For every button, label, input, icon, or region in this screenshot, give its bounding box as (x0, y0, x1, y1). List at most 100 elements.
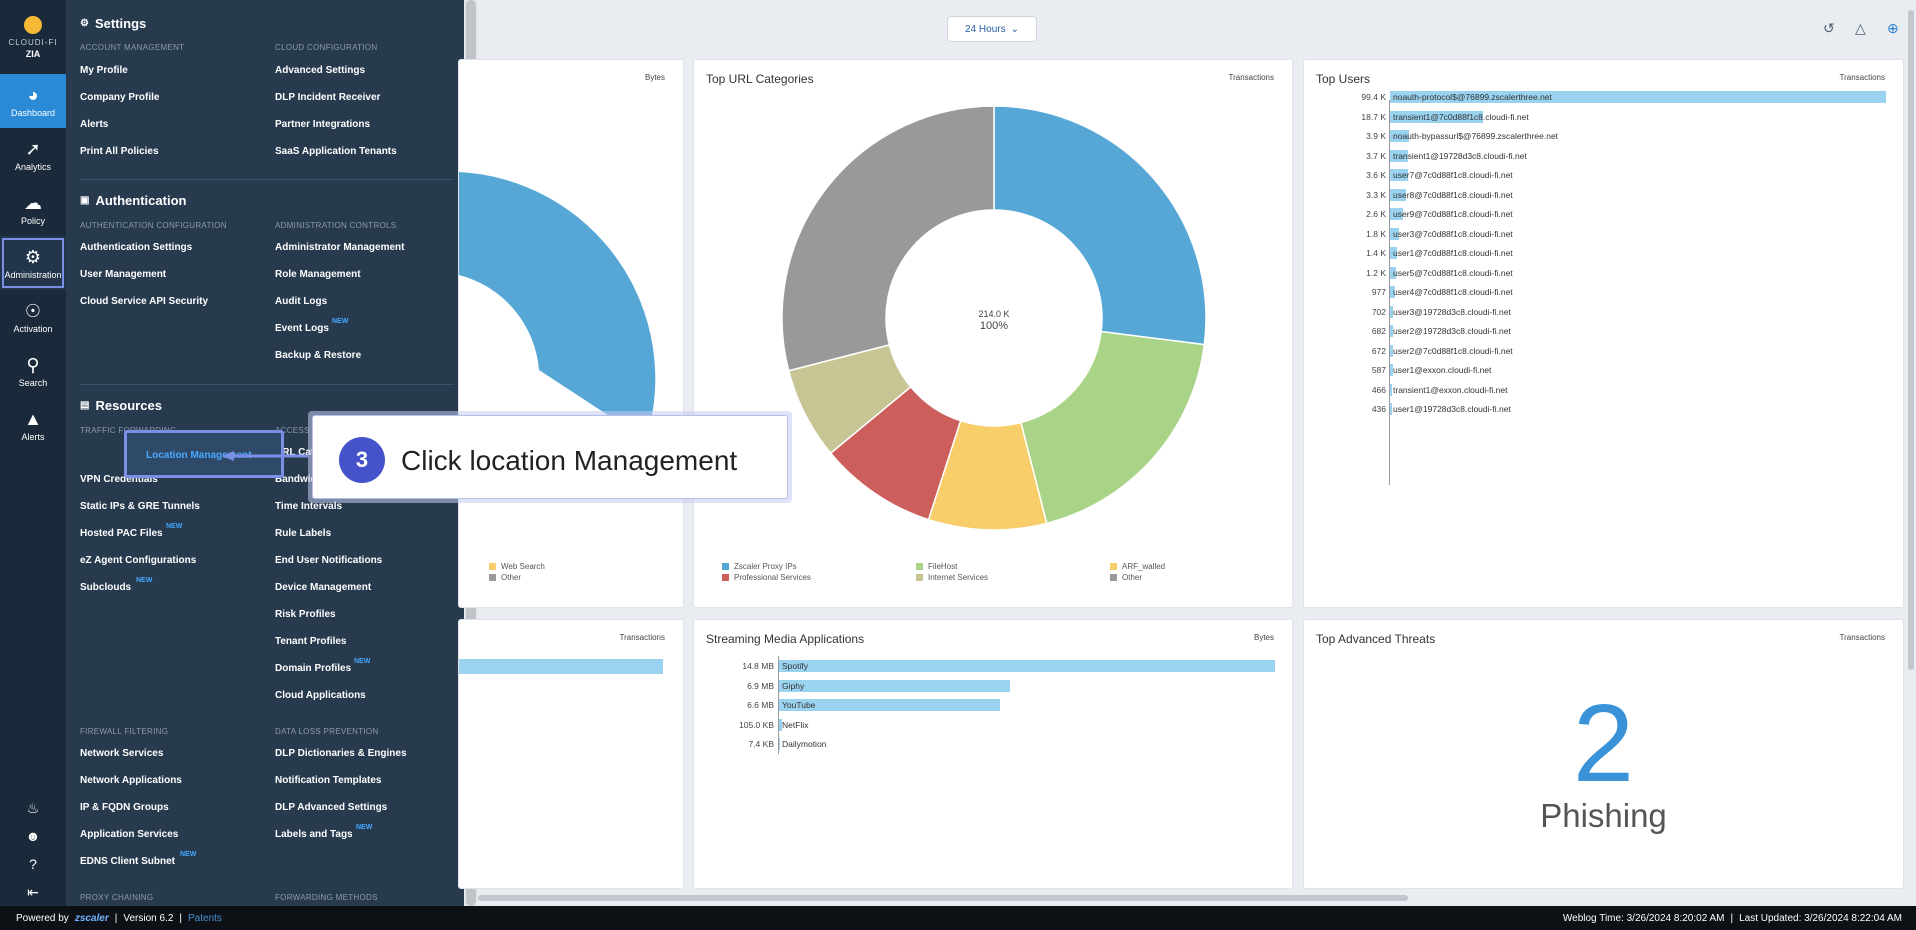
event-logs-link[interactable]: Event Logs (275, 323, 329, 334)
dlp-advanced-settings-link[interactable]: DLP Advanced Settings (275, 802, 388, 813)
user-bar[interactable] (1390, 325, 1394, 337)
ip-fqdn-groups-link[interactable]: IP & FQDN Groups (80, 802, 169, 813)
user-row[interactable]: 672 user2@7c0d88f1c8.cloudi-fi.net (1304, 344, 1904, 358)
user-bar[interactable] (1390, 110, 1484, 123)
rail-activation[interactable]: ☉ Activation (0, 290, 66, 344)
add-icon[interactable]: ⊕ (1887, 20, 1899, 36)
user-row[interactable]: 3.9 K noauth-bypassurl$@76899.zscalerthre… (1304, 129, 1904, 143)
user-row[interactable]: 1.8 K user3@7c0d88f1c8.cloudi-fi.net (1304, 227, 1904, 241)
partner-integrations-link[interactable]: Partner Integrations (275, 119, 371, 130)
user-bar[interactable] (1390, 305, 1394, 318)
user-row[interactable]: 977 user4@7c0d88f1c8.cloudi-fi.net (1304, 285, 1904, 299)
vertical-scrollbar[interactable] (1906, 0, 1916, 893)
user-row[interactable]: 18.7 K transient1@7c0d88f1c8.cloudi-fi.ne… (1304, 110, 1904, 124)
user-row[interactable]: 1.4 K user1@7c0d88f1c8.cloudi-fi.net (1304, 246, 1904, 260)
user-row[interactable]: 3.7 K transient1@19728d3c8.cloudi-fi.net (1304, 149, 1904, 163)
vpn-credentials-link[interactable]: VPN Credentials (80, 474, 158, 485)
static-ips-gre-link[interactable]: Static IPs & GRE Tunnels (80, 501, 200, 512)
ez-agent-link[interactable]: eZ Agent Configurations (80, 555, 197, 566)
risk-profiles-link[interactable]: Risk Profiles (275, 609, 336, 620)
labels-and-tags-link[interactable]: Labels and Tags (275, 829, 353, 840)
user-bar[interactable] (1390, 227, 1399, 240)
rail-alerts[interactable]: ▲ Alerts (0, 398, 66, 452)
user-bar[interactable] (1390, 247, 1397, 259)
user-bar[interactable] (1390, 208, 1403, 220)
location-management-link[interactable]: Location Management (146, 450, 252, 461)
streaming-row[interactable]: 6.9 MB Giphy (694, 679, 1294, 693)
streaming-row[interactable]: 7.4 KB Dailymotion (694, 737, 1294, 751)
rail-administration[interactable]: ⚙ Administration (0, 236, 66, 290)
my-profile-link[interactable]: My Profile (80, 65, 128, 76)
user-bar[interactable] (1390, 344, 1394, 357)
time-intervals-link[interactable]: Time Intervals (275, 501, 343, 512)
user-bar[interactable] (1390, 286, 1395, 298)
user-bar[interactable] (1390, 383, 1393, 396)
advanced-settings-link[interactable]: Advanced Settings (275, 65, 366, 76)
dlp-incident-receiver-link[interactable]: DLP Incident Receiver (275, 92, 381, 103)
network-applications-link[interactable]: Network Applications (80, 775, 182, 786)
donut-slice[interactable] (993, 105, 1207, 346)
user-row[interactable]: 587 user1@exxon.cloudi-fi.net (1304, 363, 1904, 377)
user-bar[interactable] (1390, 188, 1407, 201)
donut-slice[interactable] (1019, 330, 1206, 525)
user-bar[interactable] (1390, 169, 1408, 181)
network-services-link[interactable]: Network Services (80, 748, 164, 759)
location-management-highlight[interactable]: Location Management (124, 430, 284, 478)
streaming-row[interactable]: 105.0 KB NetFlix (694, 718, 1294, 732)
streaming-bar[interactable] (779, 699, 1001, 711)
scrollbar-thumb[interactable] (1908, 10, 1914, 670)
user-bar[interactable] (1390, 91, 1886, 103)
end-user-notifications-link[interactable]: End User Notifications (275, 555, 383, 566)
user-bar[interactable] (1390, 149, 1409, 162)
user-bar[interactable] (1390, 130, 1410, 142)
scrollbar-thumb[interactable] (478, 895, 1408, 901)
customize-icon[interactable]: △ (1855, 20, 1866, 36)
subclouds-link[interactable]: Subclouds (80, 582, 132, 593)
cloud-applications-link[interactable]: Cloud Applications (275, 690, 366, 701)
user-bar[interactable] (1390, 403, 1393, 415)
user-icon[interactable]: ☻ (25, 828, 41, 844)
streaming-bar[interactable] (779, 738, 780, 750)
streaming-bar[interactable] (779, 660, 1275, 672)
user-row[interactable]: 3.3 K user8@7c0d88f1c8.cloudi-fi.net (1304, 188, 1904, 202)
authentication-settings-link[interactable]: Authentication Settings (80, 242, 193, 253)
rail-search[interactable]: ⚲ Search (0, 344, 66, 398)
notification-templates-link[interactable]: Notification Templates (275, 775, 382, 786)
alerts-link[interactable]: Alerts (80, 119, 109, 130)
help-icon[interactable]: ? (29, 856, 37, 872)
logout-icon[interactable]: ⇤ (27, 883, 39, 900)
print-all-policies-link[interactable]: Print All Policies (80, 146, 159, 157)
threat-count[interactable]: 2 (1572, 682, 1635, 805)
user-bar[interactable] (1390, 266, 1396, 279)
user-row[interactable]: 3.6 K user7@7c0d88f1c8.cloudi-fi.net (1304, 168, 1904, 182)
streaming-bar[interactable] (779, 718, 783, 731)
user-bar[interactable] (1390, 364, 1393, 376)
edns-client-subnet-link[interactable]: EDNS Client Subnet (80, 856, 176, 867)
user-row[interactable]: 1.2 K user5@7c0d88f1c8.cloudi-fi.net (1304, 266, 1904, 280)
role-management-link[interactable]: Role Management (275, 269, 361, 280)
time-range-dropdown[interactable]: 24 Hours ⌄ (947, 16, 1037, 42)
streaming-row[interactable]: 6.6 MB YouTube (694, 698, 1294, 712)
rail-dashboard[interactable]: ◕ Dashboard (0, 74, 66, 128)
refresh-icon[interactable]: ↺ (1823, 20, 1835, 36)
user-row[interactable]: 466 transient1@exxon.cloudi-fi.net (1304, 383, 1904, 397)
administrator-management-link[interactable]: Administrator Management (275, 242, 405, 253)
horizontal-scrollbar[interactable] (478, 893, 1898, 902)
rule-labels-link[interactable]: Rule Labels (275, 528, 332, 539)
domain-profiles-link[interactable]: Domain Profiles (275, 663, 352, 674)
backup-restore-link[interactable]: Backup & Restore (275, 350, 362, 361)
device-management-link[interactable]: Device Management (275, 582, 372, 593)
hosted-pac-files-link[interactable]: Hosted PAC Files (80, 528, 163, 539)
audit-logs-link[interactable]: Audit Logs (275, 296, 328, 307)
tenant-profiles-link[interactable]: Tenant Profiles (275, 636, 347, 647)
streaming-bar[interactable] (779, 679, 1011, 692)
bell-icon[interactable]: ♨ (26, 799, 40, 816)
streaming-row[interactable]: 14.8 MB Spotify (694, 659, 1294, 673)
cloud-service-api-link[interactable]: Cloud Service API Security (80, 296, 209, 307)
user-management-link[interactable]: User Management (80, 269, 167, 280)
dlp-dictionaries-link[interactable]: DLP Dictionaries & Engines (275, 748, 407, 759)
rail-analytics[interactable]: ➚ Analytics (0, 128, 66, 182)
saas-tenants-link[interactable]: SaaS Application Tenants (275, 146, 397, 157)
user-row[interactable]: 702 user3@19728d3c8.cloudi-fi.net (1304, 305, 1904, 319)
user-row[interactable]: 682 user2@19728d3c8.cloudi-fi.net (1304, 324, 1904, 338)
